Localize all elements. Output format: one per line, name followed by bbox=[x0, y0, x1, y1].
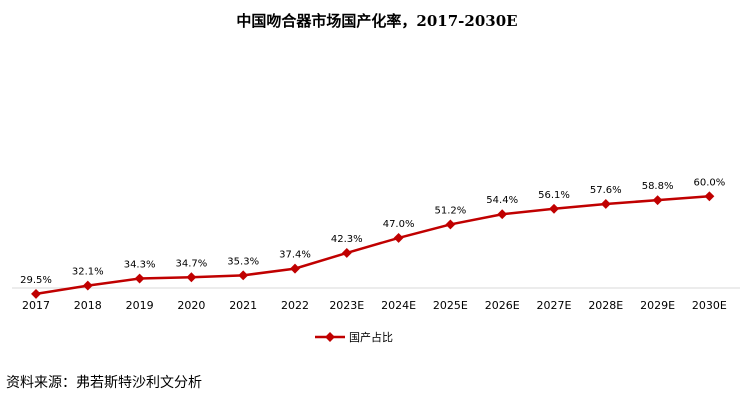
x-tick-label-2024E: 2024E bbox=[381, 299, 416, 312]
data-point-2018 bbox=[82, 280, 93, 291]
data-label-2019: 34.3% bbox=[124, 260, 156, 271]
data-label-2017: 29.5% bbox=[20, 275, 52, 286]
data-label-2020: 34.7% bbox=[176, 258, 208, 269]
data-point-2022 bbox=[290, 263, 300, 274]
data-label-2023E: 42.3% bbox=[331, 234, 363, 245]
chart-title: 中国吻合器市场国产化率，2017-2030E bbox=[236, 12, 518, 30]
x-tick-label-2030E: 2030E bbox=[692, 299, 727, 312]
x-tick-label-2027E: 2027E bbox=[537, 299, 572, 312]
series-line-0 bbox=[35, 195, 710, 296]
data-point-2028E bbox=[600, 199, 611, 209]
x-tick-label-2018: 2018 bbox=[74, 299, 102, 312]
data-point-2017 bbox=[31, 288, 41, 299]
data-point-2025E bbox=[445, 219, 456, 230]
x-tick-label-2019: 2019 bbox=[126, 299, 154, 312]
data-point-2026E bbox=[497, 209, 508, 220]
data-label-2030E: 60.0% bbox=[694, 177, 726, 188]
legend: 国产占比 bbox=[315, 330, 393, 344]
data-label-2018: 32.1% bbox=[72, 267, 104, 278]
x-tick-label-2029E: 2029E bbox=[640, 299, 675, 312]
x-tick-label-2028E: 2028E bbox=[588, 299, 623, 312]
data-label-2022: 37.4% bbox=[279, 250, 311, 261]
data-label-2027E: 56.1% bbox=[538, 190, 570, 201]
data-point-2027E bbox=[549, 203, 559, 214]
data-label-2026E: 54.4% bbox=[486, 195, 518, 206]
x-tick-label-2021: 2021 bbox=[229, 299, 257, 312]
data-point-2024E bbox=[393, 232, 404, 243]
series-layer bbox=[31, 191, 715, 299]
data-label-2024E: 47.0% bbox=[383, 219, 415, 230]
x-tick-label-2020: 2020 bbox=[177, 299, 205, 312]
x-tick-label-2025E: 2025E bbox=[433, 299, 468, 312]
x-tick-label-2022: 2022 bbox=[281, 299, 309, 312]
data-point-2020 bbox=[186, 272, 197, 283]
data-label-2029E: 58.8% bbox=[642, 181, 674, 192]
source-note: 资料来源：弗若斯特沙利文分析 bbox=[6, 375, 202, 391]
data-label-2028E: 57.6% bbox=[590, 185, 622, 196]
x-tick-label-2017: 2017 bbox=[22, 299, 50, 312]
data-point-2030E bbox=[704, 191, 715, 202]
data-point-2021 bbox=[238, 270, 249, 281]
data-label-2021: 35.3% bbox=[227, 256, 259, 267]
data-point-2019 bbox=[134, 273, 145, 284]
legend-marker bbox=[325, 332, 335, 342]
data-labels: 29.5% 32.1% 34.3% 34.7% 35.3% 37.4% 42.3% 47.0%… bbox=[20, 177, 725, 286]
x-tick-labels: 2017 2018 2019 2020 2021 2022 2023E 2024E 2025E 2… bbox=[22, 299, 727, 312]
legend-label: 国产占比 bbox=[349, 330, 393, 344]
data-label-2025E: 51.2% bbox=[435, 205, 467, 216]
data-point-2029E bbox=[652, 195, 663, 206]
data-point-2023E bbox=[341, 247, 352, 258]
x-tick-label-2026E: 2026E bbox=[485, 299, 520, 312]
x-tick-label-2023E: 2023E bbox=[329, 299, 364, 312]
